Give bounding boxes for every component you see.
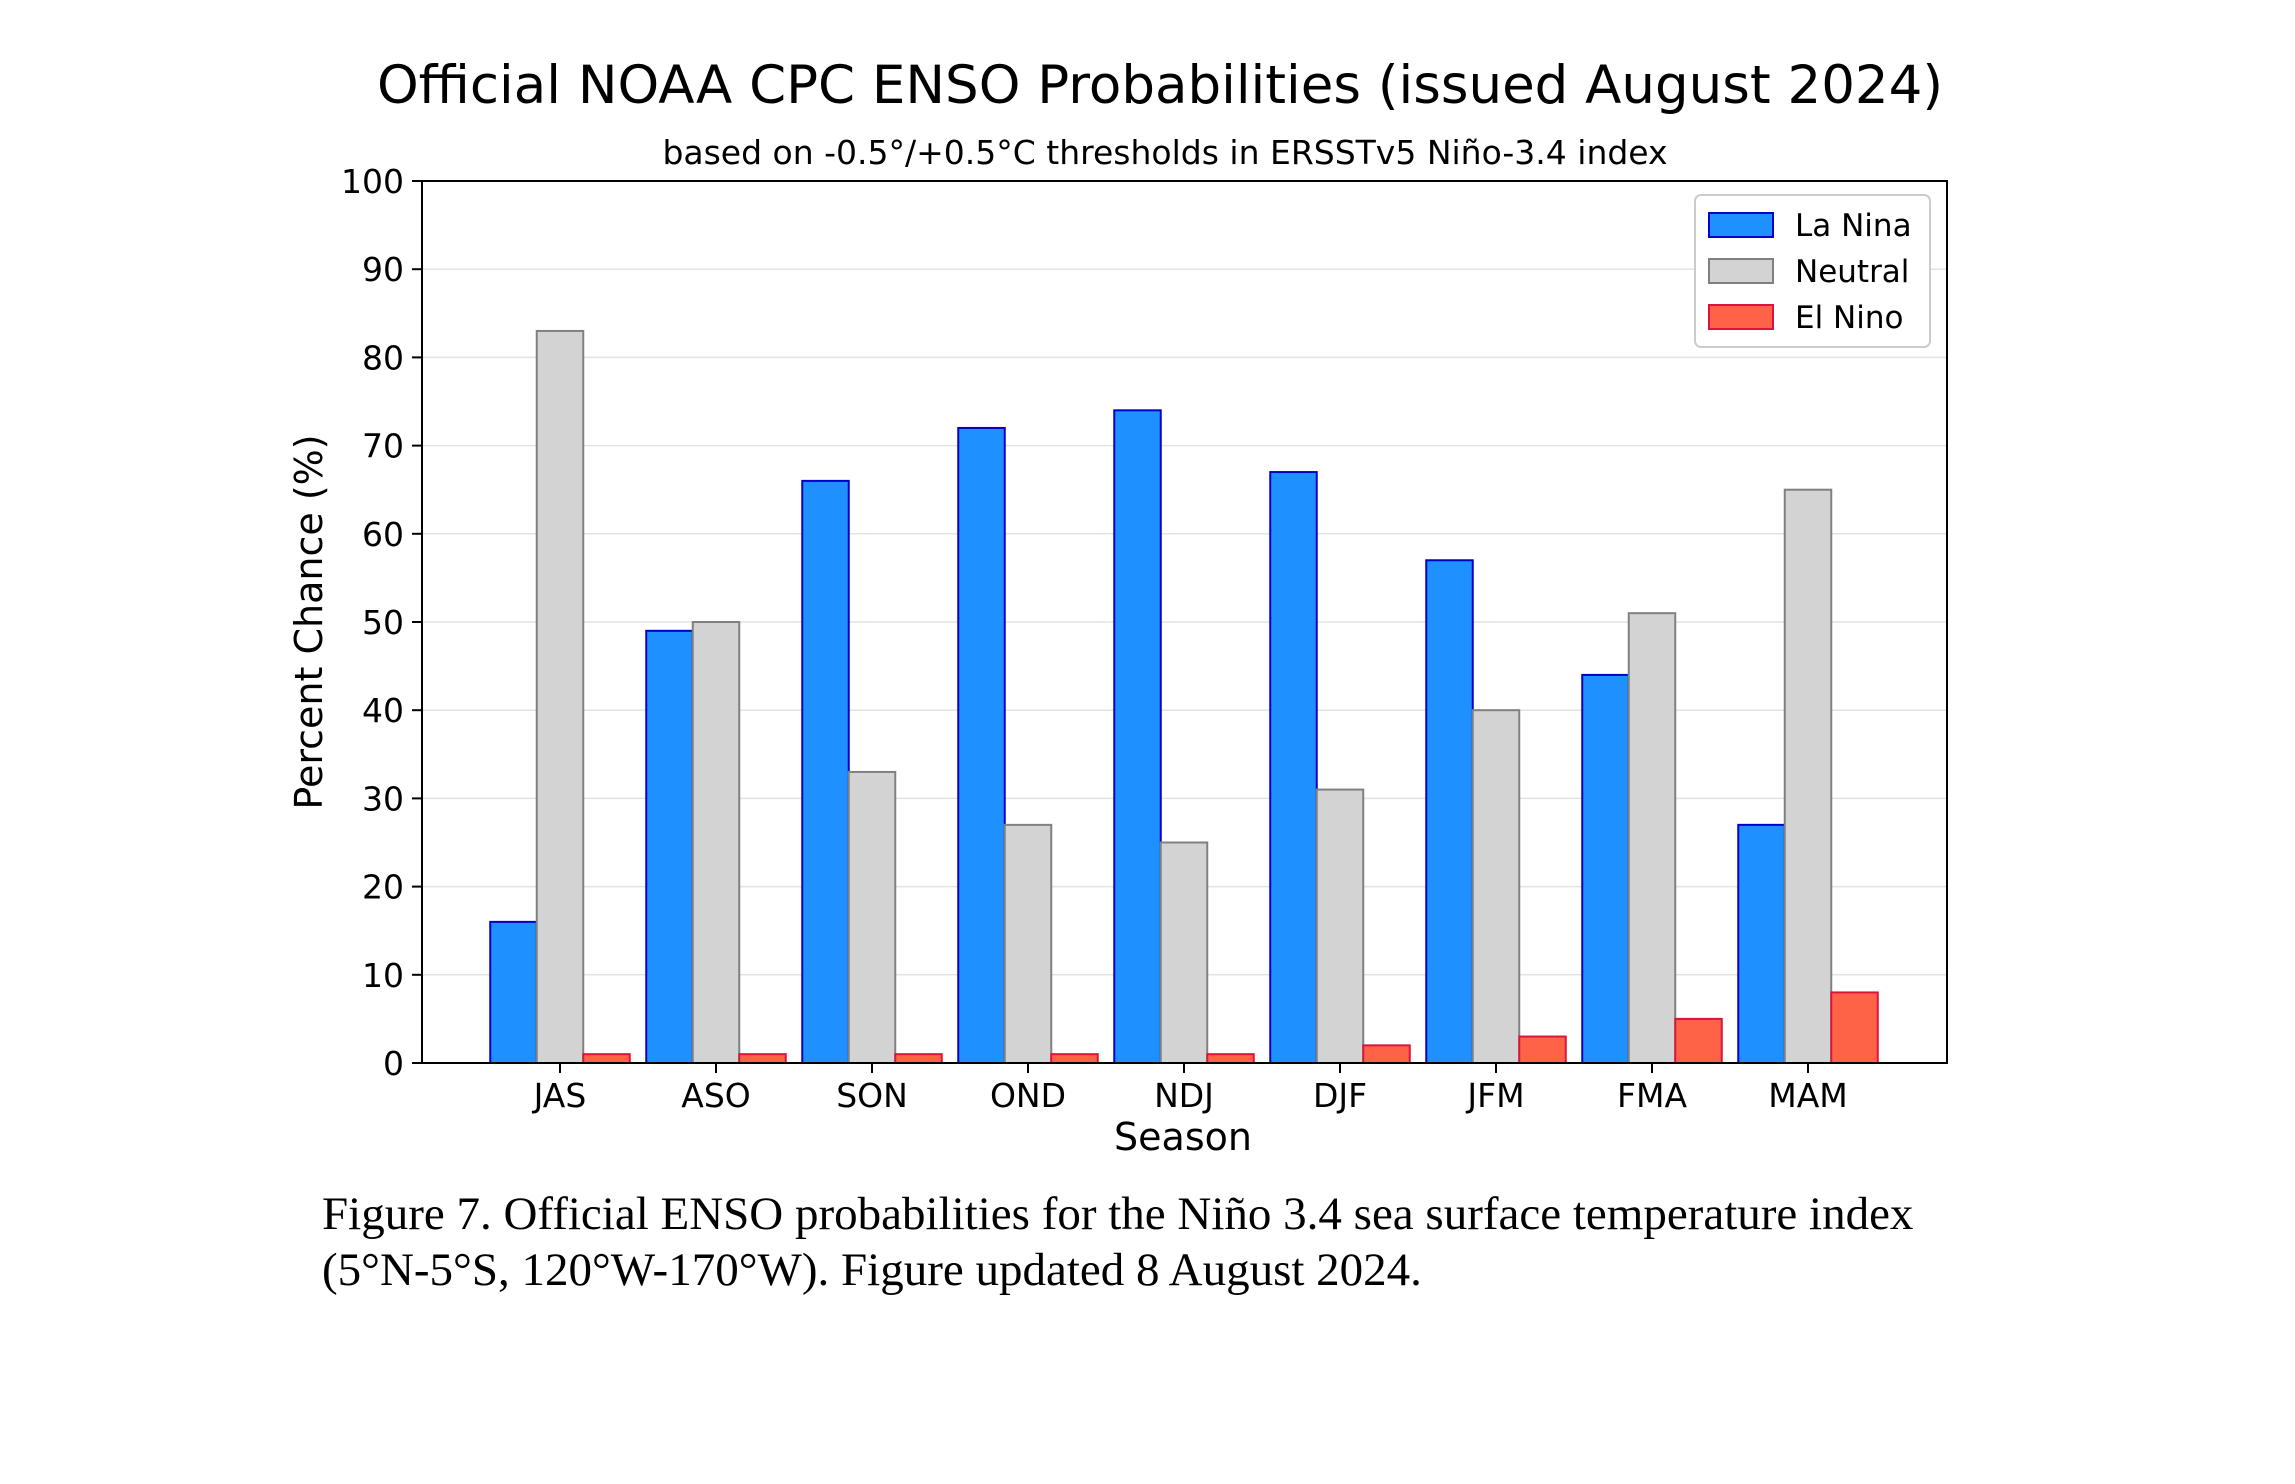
bar-la-nina (1113, 409, 1162, 1064)
y-tick-label: 0 (383, 1044, 404, 1083)
bar-la-nina (489, 920, 538, 1064)
x-tick-label: ASO (681, 1076, 751, 1115)
x-tick-label: JFM (1465, 1076, 1524, 1115)
bar-el-nino (894, 1053, 943, 1065)
x-tick-label: OND (990, 1076, 1066, 1115)
x-tick-label: NDJ (1154, 1076, 1214, 1115)
bar-el-nino (1206, 1053, 1255, 1065)
bar-la-nina (1425, 559, 1474, 1064)
legend-label: El Nino (1795, 300, 1903, 336)
figure-caption: Figure 7. Official ENSO probabilities fo… (322, 1186, 2072, 1298)
y-tick-label: 70 (362, 427, 404, 466)
x-tick-label: JAS (532, 1076, 587, 1115)
legend: La Nina Neutral El Nino (1694, 194, 1931, 348)
chart-title: Official NOAA CPC ENSO Probabilities (is… (377, 55, 1943, 116)
x-axis-label: Season (1114, 1115, 1252, 1159)
x-tick-label: DJF (1313, 1076, 1367, 1115)
bar-la-nina (1737, 823, 1786, 1064)
legend-swatch (1708, 212, 1774, 238)
bar-neutral (1627, 612, 1677, 1064)
enso-chart: Official NOAA CPC ENSO Probabilities (is… (287, 55, 1948, 1159)
bar-neutral (1783, 488, 1833, 1064)
bar-la-nina (1581, 673, 1630, 1064)
bar-neutral (1471, 709, 1521, 1064)
x-tick-label: MAM (1768, 1076, 1848, 1115)
y-tick-label: 30 (362, 779, 404, 818)
legend-swatch (1708, 258, 1774, 284)
bar-neutral (1315, 788, 1365, 1065)
y-tick-label: 20 (362, 868, 404, 907)
y-tick-label: 100 (341, 162, 404, 201)
bar-neutral (535, 329, 585, 1064)
bar-neutral (847, 770, 897, 1064)
bar-el-nino (738, 1053, 787, 1065)
bar-neutral (691, 621, 741, 1064)
bars (489, 329, 1879, 1065)
chart-svg: Official NOAA CPC ENSO Probabilities (is… (287, 55, 1948, 1159)
bar-la-nina (801, 479, 850, 1064)
x-tick-label: FMA (1617, 1076, 1687, 1115)
y-tick-label: 60 (362, 515, 404, 554)
bar-la-nina (645, 629, 694, 1064)
legend-swatch (1708, 304, 1774, 330)
bar-el-nino (1674, 1017, 1723, 1065)
y-axis-label: Percent Chance (%) (287, 434, 331, 809)
bar-el-nino (1362, 1044, 1411, 1064)
bar-neutral (1159, 841, 1209, 1064)
y-tick-label: 90 (362, 250, 404, 289)
caption-line-2: (5°N-5°S, 120°W-170°W). Figure updated 8… (322, 1244, 1422, 1296)
bar-el-nino (1518, 1035, 1567, 1065)
caption-line-1: Figure 7. Official ENSO probabilities fo… (322, 1188, 1914, 1240)
chart-subtitle: based on -0.5°/+0.5°C thresholds in ERSS… (662, 133, 1667, 172)
y-tick-label: 80 (362, 338, 404, 377)
x-tick-label: SON (836, 1076, 908, 1115)
bar-el-nino (1830, 991, 1879, 1064)
y-tick-label: 50 (362, 603, 404, 642)
y-tick-label: 40 (362, 691, 404, 730)
bar-el-nino (1050, 1053, 1099, 1065)
bar-la-nina (1269, 471, 1318, 1064)
bar-la-nina (957, 426, 1006, 1064)
x-axis-ticks: JAS ASO SON OND NDJ DJF JFM FMA MAM (532, 1063, 1848, 1115)
bar-neutral (1003, 823, 1053, 1064)
legend-label: La Nina (1795, 208, 1912, 244)
bar-el-nino (582, 1053, 631, 1065)
legend-label: Neutral (1795, 254, 1909, 290)
y-tick-label: 10 (362, 956, 404, 995)
y-axis-ticks: 0 10 20 30 40 50 60 70 80 90 100 (341, 162, 422, 1083)
